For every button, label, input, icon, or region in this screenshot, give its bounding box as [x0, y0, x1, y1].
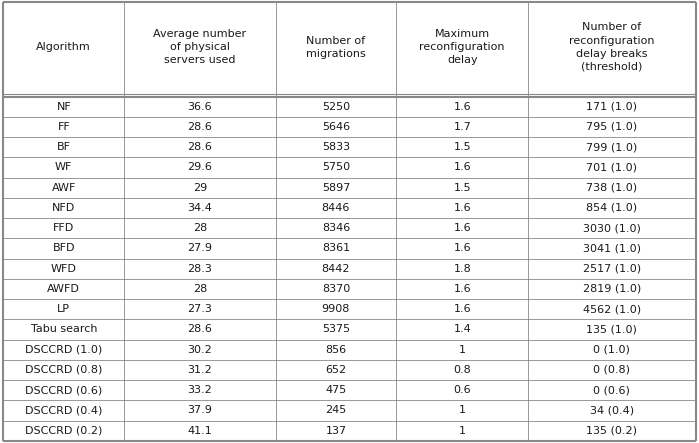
Text: BF: BF: [57, 142, 71, 152]
Text: AWF: AWF: [52, 183, 76, 193]
Text: 1: 1: [459, 405, 466, 416]
Text: 0 (0.8): 0 (0.8): [593, 365, 630, 375]
Text: 5646: 5646: [322, 122, 350, 132]
Text: 1.5: 1.5: [454, 183, 471, 193]
Text: 738 (1.0): 738 (1.0): [586, 183, 637, 193]
Text: 9908: 9908: [322, 304, 350, 314]
Text: 1.5: 1.5: [454, 142, 471, 152]
Text: 1.6: 1.6: [454, 101, 471, 112]
Text: DSCCRD (0.8): DSCCRD (0.8): [25, 365, 103, 375]
Text: 2517 (1.0): 2517 (1.0): [583, 264, 641, 274]
Text: 34.4: 34.4: [187, 203, 212, 213]
Text: 795 (1.0): 795 (1.0): [586, 122, 637, 132]
Text: FF: FF: [57, 122, 70, 132]
Text: 5897: 5897: [322, 183, 350, 193]
Text: 1.6: 1.6: [454, 304, 471, 314]
Text: Algorithm: Algorithm: [36, 42, 91, 52]
Text: 1.6: 1.6: [454, 163, 471, 172]
Text: 1.8: 1.8: [454, 264, 471, 274]
Text: 28.6: 28.6: [187, 142, 212, 152]
Text: 137: 137: [325, 426, 347, 435]
Text: WFD: WFD: [51, 264, 77, 274]
Text: 1: 1: [459, 345, 466, 355]
Text: 34 (0.4): 34 (0.4): [590, 405, 634, 416]
Text: DSCCRD (0.6): DSCCRD (0.6): [25, 385, 102, 395]
Text: 1: 1: [459, 426, 466, 435]
Text: 8370: 8370: [322, 284, 350, 294]
Text: 31.2: 31.2: [187, 365, 212, 375]
Text: 28.3: 28.3: [187, 264, 212, 274]
Text: 28.6: 28.6: [187, 324, 212, 334]
Text: Tabu search: Tabu search: [31, 324, 97, 334]
Text: 41.1: 41.1: [187, 426, 212, 435]
Text: 3030 (1.0): 3030 (1.0): [583, 223, 641, 233]
Text: 135 (1.0): 135 (1.0): [586, 324, 637, 334]
Text: 5750: 5750: [322, 163, 350, 172]
Text: Maximum
reconfiguration
delay: Maximum reconfiguration delay: [419, 29, 505, 66]
Text: 171 (1.0): 171 (1.0): [586, 101, 637, 112]
Text: 135 (0.2): 135 (0.2): [586, 426, 637, 435]
Text: 5375: 5375: [322, 324, 350, 334]
Text: 245: 245: [325, 405, 347, 416]
Text: 0.6: 0.6: [454, 385, 471, 395]
Text: 28: 28: [193, 284, 207, 294]
Text: Number of
reconfiguration
delay breaks
(threshold): Number of reconfiguration delay breaks (…: [569, 22, 655, 72]
Text: 1.6: 1.6: [454, 243, 471, 253]
Text: 1.6: 1.6: [454, 284, 471, 294]
Text: 30.2: 30.2: [187, 345, 212, 355]
Text: 29: 29: [193, 183, 207, 193]
Text: 37.9: 37.9: [187, 405, 212, 416]
Text: 28.6: 28.6: [187, 122, 212, 132]
Text: 8361: 8361: [322, 243, 350, 253]
Text: NFD: NFD: [52, 203, 75, 213]
Text: 0.8: 0.8: [454, 365, 471, 375]
Text: 799 (1.0): 799 (1.0): [586, 142, 637, 152]
Text: 0 (0.6): 0 (0.6): [593, 385, 630, 395]
Text: 8442: 8442: [322, 264, 350, 274]
Text: FFD: FFD: [53, 223, 74, 233]
Text: 856: 856: [325, 345, 347, 355]
Text: DSCCRD (0.4): DSCCRD (0.4): [25, 405, 103, 416]
Text: 27.9: 27.9: [187, 243, 212, 253]
Text: Average number
of physical
servers used: Average number of physical servers used: [153, 29, 246, 66]
Text: 33.2: 33.2: [187, 385, 212, 395]
Text: AWFD: AWFD: [48, 284, 80, 294]
Text: DSCCRD (1.0): DSCCRD (1.0): [25, 345, 102, 355]
Text: WF: WF: [55, 163, 73, 172]
Text: LP: LP: [57, 304, 71, 314]
Text: 701 (1.0): 701 (1.0): [586, 163, 637, 172]
Text: 0 (1.0): 0 (1.0): [593, 345, 630, 355]
Text: 1.6: 1.6: [454, 203, 471, 213]
Text: 1.6: 1.6: [454, 223, 471, 233]
Text: 8446: 8446: [322, 203, 350, 213]
Text: 854 (1.0): 854 (1.0): [586, 203, 637, 213]
Text: 28: 28: [193, 223, 207, 233]
Text: 5833: 5833: [322, 142, 350, 152]
Text: DSCCRD (0.2): DSCCRD (0.2): [25, 426, 103, 435]
Text: 1.7: 1.7: [454, 122, 471, 132]
Text: 3041 (1.0): 3041 (1.0): [583, 243, 641, 253]
Text: NF: NF: [57, 101, 71, 112]
Text: 2819 (1.0): 2819 (1.0): [583, 284, 641, 294]
Text: Number of
migrations: Number of migrations: [306, 35, 366, 59]
Text: 36.6: 36.6: [187, 101, 212, 112]
Text: 5250: 5250: [322, 101, 350, 112]
Text: BFD: BFD: [52, 243, 75, 253]
Text: 1.4: 1.4: [454, 324, 471, 334]
Text: 652: 652: [325, 365, 347, 375]
Text: 475: 475: [325, 385, 347, 395]
Text: 4562 (1.0): 4562 (1.0): [583, 304, 641, 314]
Text: 27.3: 27.3: [187, 304, 212, 314]
Text: 8346: 8346: [322, 223, 350, 233]
Text: 29.6: 29.6: [187, 163, 212, 172]
